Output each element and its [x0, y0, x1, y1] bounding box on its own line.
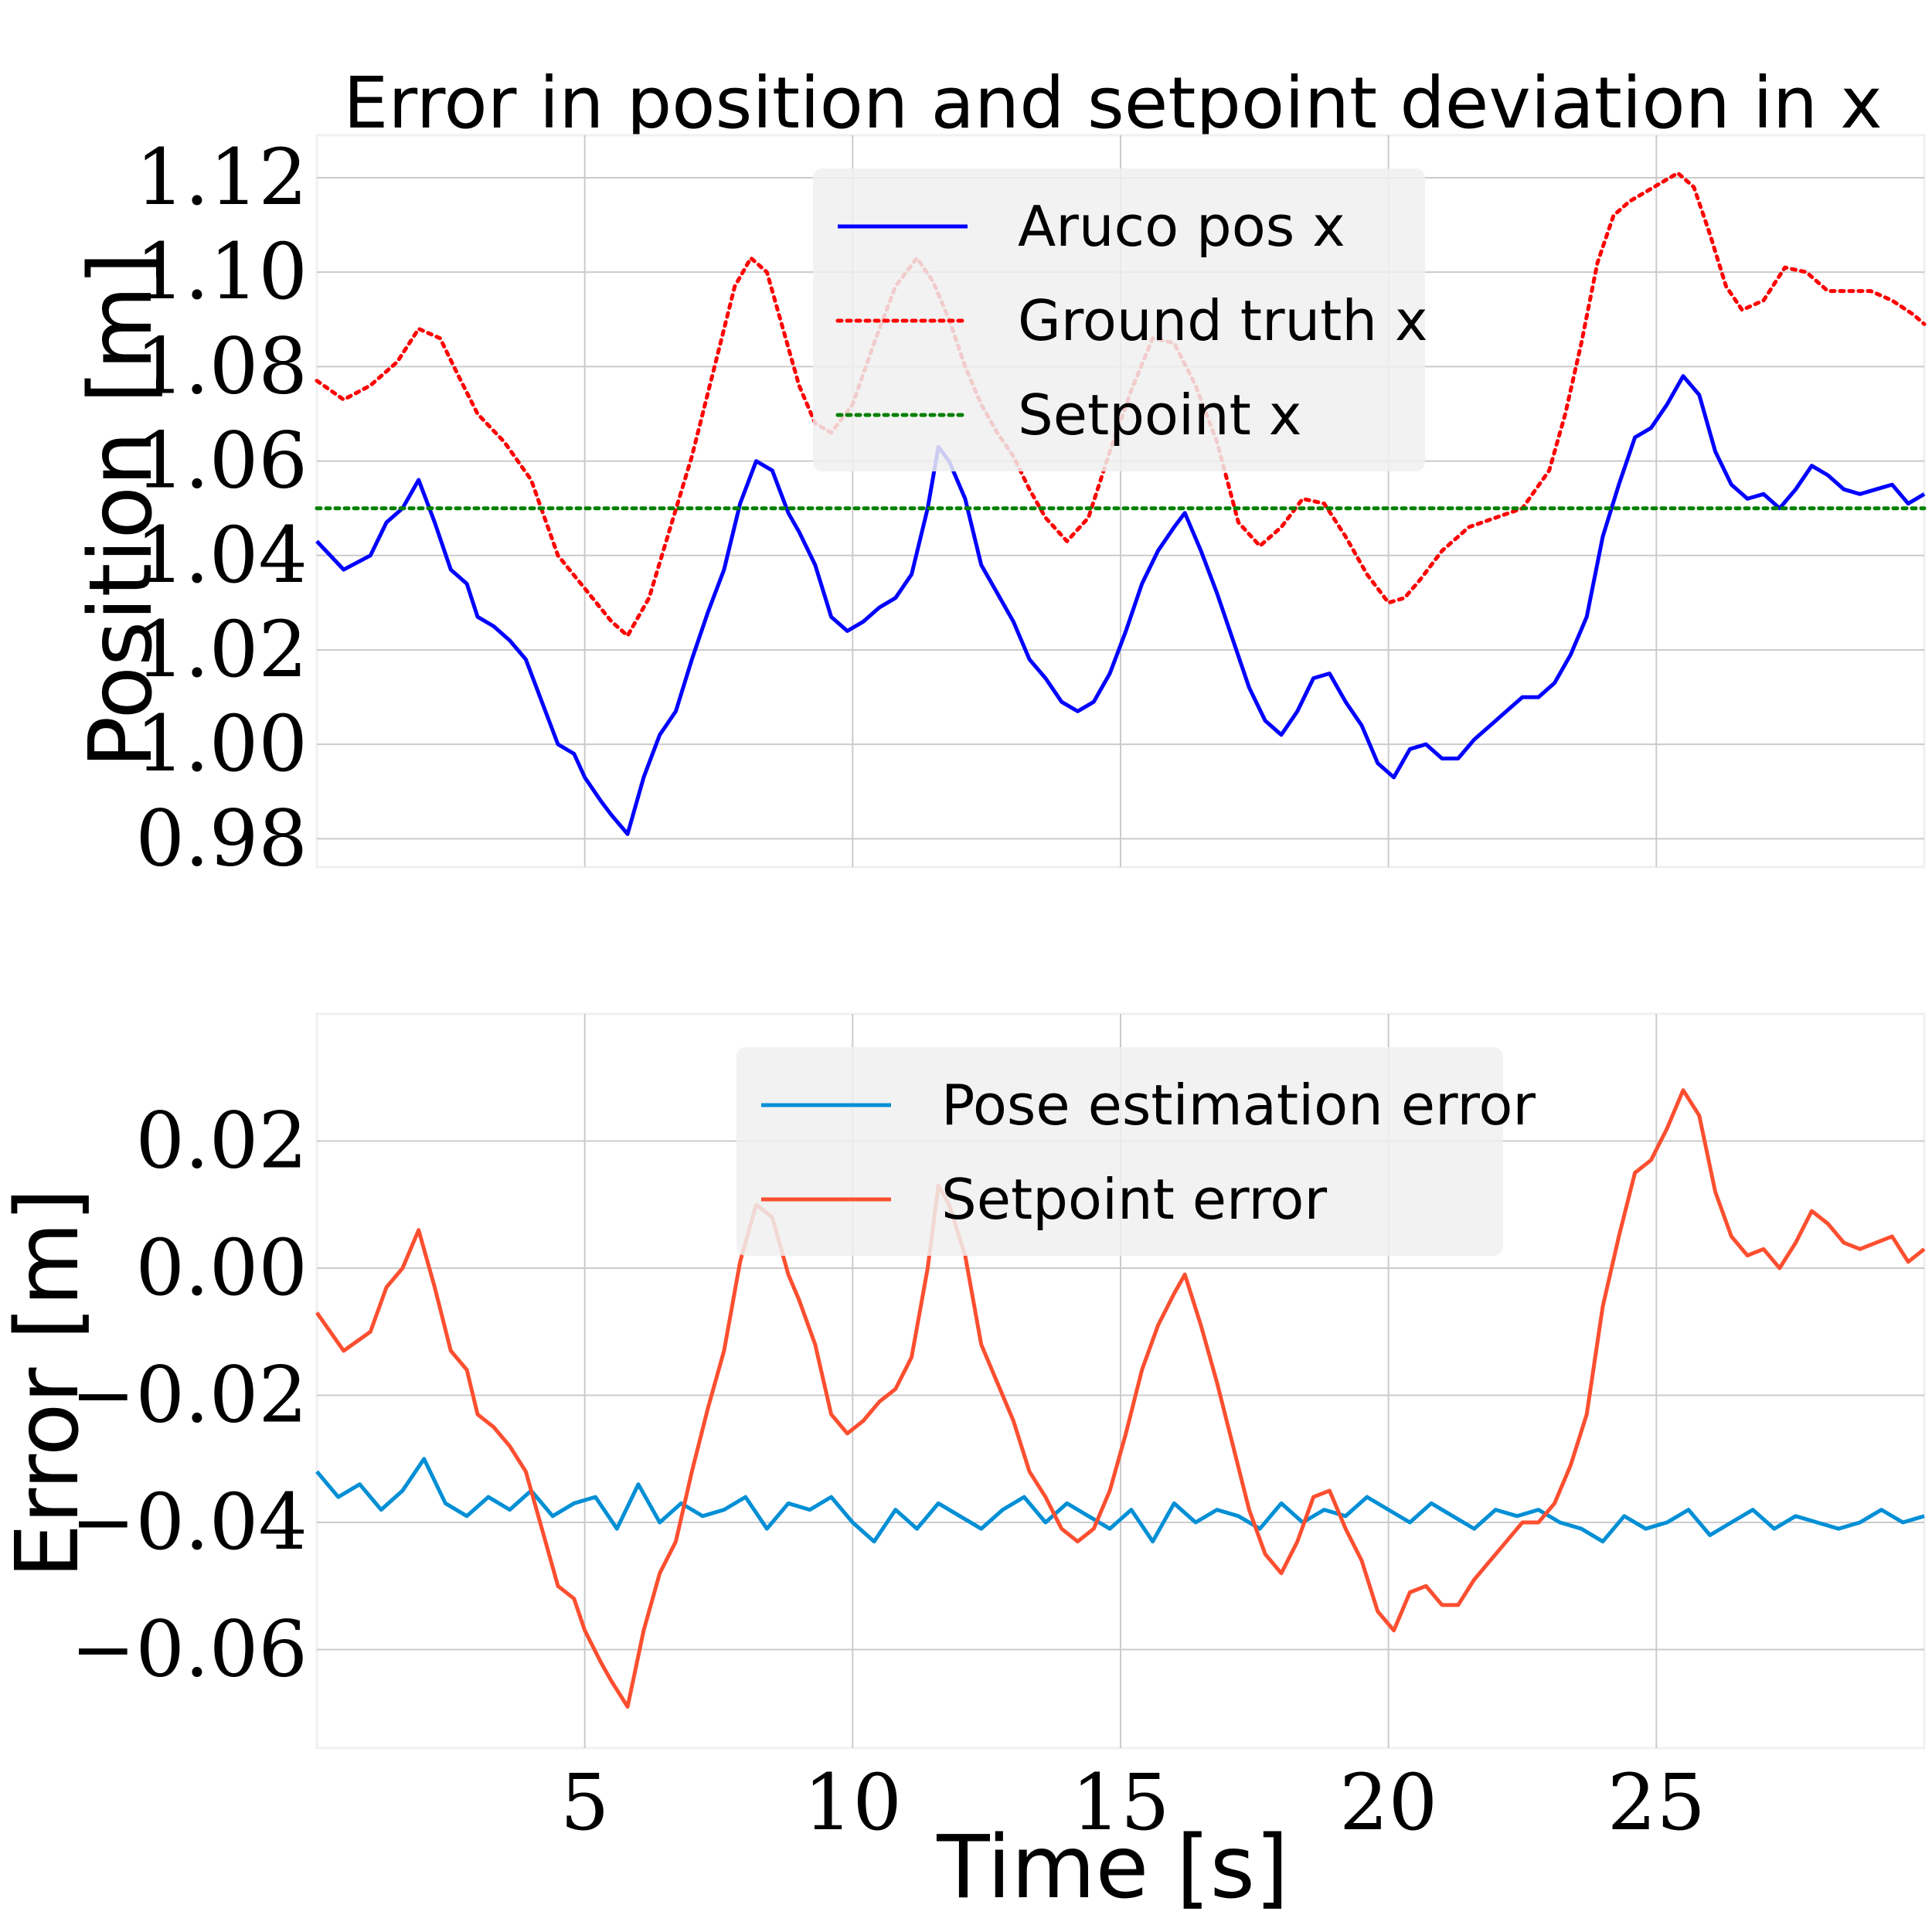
x-tick-label: 25 — [1607, 1757, 1706, 1848]
y-tick-label: 1.08 — [135, 321, 308, 411]
bottom-chart: −0.06 −0.04 −0.02 0.00 0.02 5 10 15 20 25 Pose e… — [0, 1012, 1926, 1918]
y-tick-label: −0.02 — [71, 1350, 308, 1440]
top-chart: 0.981.001.021.041.061.081.101.12 Aruco p… — [71, 132, 1927, 883]
bottom-x-tick-labels: 5 10 15 20 25 — [560, 1757, 1706, 1848]
y-tick-label: 1.04 — [135, 510, 308, 600]
x-tick-label: 10 — [804, 1757, 902, 1848]
legend-frame — [813, 168, 1425, 471]
bottom-legend: Pose estimation error Setpoint error — [736, 1047, 1536, 1256]
y-tick-label: 0.98 — [135, 793, 308, 883]
series-line-setpoint-error — [315, 1088, 1926, 1709]
series-line-aruco-pos-x — [315, 374, 1926, 836]
top-y-axis-label: Position [m] — [71, 252, 172, 768]
figure-title: Error in position and setpoint deviation… — [343, 62, 1882, 145]
legend-label: Pose estimation error — [941, 1073, 1536, 1138]
series-line-pose-estimation-error — [315, 1457, 1925, 1544]
top-y-tick-labels: 0.981.001.021.041.061.081.101.12 — [135, 132, 308, 883]
y-tick-label: 0.00 — [135, 1223, 308, 1313]
y-tick-label: 0.02 — [135, 1096, 308, 1186]
x-tick-label: 5 — [560, 1757, 610, 1848]
y-tick-label: −0.04 — [71, 1477, 308, 1567]
bottom-series-group — [315, 1088, 1926, 1709]
y-tick-label: 1.06 — [135, 416, 308, 506]
x-tick-label: 15 — [1071, 1757, 1169, 1848]
y-tick-label: 1.10 — [135, 226, 308, 317]
legend-label: Ground truth x — [1018, 288, 1428, 353]
top-grid — [317, 135, 1924, 867]
top-legend: Aruco pos x Ground truth x Setpoint x — [813, 168, 1428, 471]
y-tick-label: 1.00 — [135, 699, 308, 789]
bottom-y-axis-label: Error [m] — [0, 1188, 98, 1578]
bottom-y-tick-labels: −0.06 −0.04 −0.02 0.00 0.02 — [71, 1096, 308, 1695]
y-tick-label: −0.06 — [71, 1604, 308, 1695]
legend-label: Setpoint error — [941, 1167, 1327, 1232]
legend-label: Setpoint x — [1018, 383, 1301, 447]
x-tick-label: 20 — [1339, 1757, 1437, 1848]
legend-label: Aruco pos x — [1018, 194, 1345, 259]
legend-frame — [736, 1047, 1503, 1256]
x-axis-label: Time [s] — [936, 1818, 1288, 1918]
y-tick-label: 1.02 — [135, 604, 308, 695]
y-tick-label: 1.12 — [135, 132, 308, 223]
